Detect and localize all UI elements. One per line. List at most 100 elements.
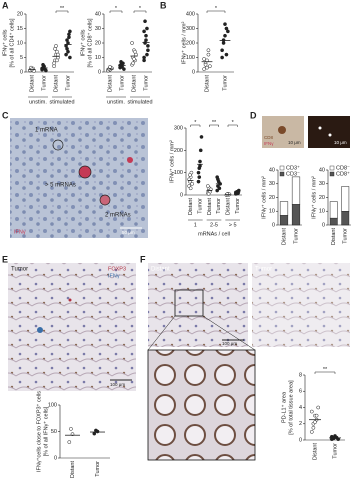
data-point — [225, 192, 230, 196]
x-tick-label: Distant — [225, 198, 231, 216]
data-point — [224, 26, 229, 31]
marker — [68, 298, 72, 302]
y-axis-label: IFNγ⁺ cells — [1, 29, 8, 56]
data-point — [92, 431, 97, 436]
panel-letter: A — [2, 0, 9, 10]
y-axis-label: IFNγ⁺ cells / mm² — [260, 176, 267, 219]
data-point — [133, 49, 137, 54]
significance-bracket — [133, 10, 147, 13]
bar-segment — [341, 186, 350, 212]
y-tick-label: 10 — [17, 40, 23, 46]
significance-label: ** — [212, 120, 217, 126]
legend-swatch — [279, 171, 285, 177]
data-point — [146, 44, 150, 48]
x-tick-label: Distant — [29, 75, 35, 93]
data-point — [67, 32, 71, 37]
bar-segment — [291, 204, 301, 226]
y-tick-label: 20 — [95, 40, 101, 46]
scale-label: 50 μm — [122, 230, 135, 235]
image-label: 2 mRNAs — [105, 213, 131, 219]
panel-letter: C — [2, 110, 9, 120]
y-tick-label: 10 — [95, 55, 101, 61]
y-axis-label: [% of total tissue area] — [288, 380, 294, 435]
micrograph — [252, 263, 350, 347]
x-tick-label: Distant — [53, 75, 59, 93]
significance-label: * — [232, 120, 235, 126]
y-tick-label: 20 — [319, 195, 325, 201]
y-tick-label: 30 — [269, 181, 275, 187]
image-title: Tumor — [255, 267, 272, 273]
group-label: 2-5 — [210, 222, 218, 228]
x-tick-label: Distant — [207, 198, 213, 216]
stain-label: IFNγ — [14, 229, 26, 235]
significance-bracket — [206, 10, 226, 13]
group-label: > 5 — [229, 222, 237, 228]
y-tick-label: 40 — [95, 11, 101, 17]
x-tick-label: Tumor — [197, 198, 203, 214]
data-point — [56, 52, 60, 57]
image-title: Tumor — [11, 267, 28, 273]
group-label: unstim. — [29, 99, 47, 105]
data-point — [203, 62, 208, 67]
data-point — [95, 429, 100, 434]
y-tick-label: 30 — [319, 181, 325, 187]
legend-label: CD3⁻ — [286, 171, 300, 177]
y-tick-label: 50 — [51, 429, 57, 435]
data-point — [198, 159, 202, 164]
y-tick-label: 0 — [98, 69, 101, 75]
significance-bracket — [227, 124, 238, 127]
data-point — [196, 179, 201, 184]
data-point — [311, 425, 316, 430]
data-point — [196, 170, 201, 175]
data-point — [309, 430, 314, 434]
y-axis-label: [% of all CD8⁺ cells] — [86, 18, 93, 68]
x-tick-label: Tumor — [41, 75, 47, 91]
micrograph — [147, 349, 256, 461]
x-tick-label: Tumor — [65, 75, 71, 91]
bar-segment — [291, 176, 301, 205]
x-tick-label: Distant — [331, 228, 337, 246]
legend-swatch — [279, 165, 285, 171]
micrograph — [10, 118, 148, 238]
significance-label: ** — [60, 6, 65, 12]
x-axis-label: mRNAs / cell — [198, 231, 230, 237]
zoom-line — [202, 315, 256, 351]
data-point — [206, 48, 211, 53]
scale-label: 100 μm — [222, 341, 237, 346]
legend-label: CD8⁺ — [336, 170, 350, 177]
significance-bracket — [314, 371, 336, 374]
data-point — [52, 61, 56, 66]
y-tick-label: 0 — [54, 455, 57, 461]
data-point — [64, 52, 68, 57]
legend-label: CD3⁺ — [286, 164, 300, 171]
scale-label: 100 μm — [110, 382, 125, 387]
significance-bracket — [109, 10, 123, 13]
group-label: stimulated — [127, 99, 152, 105]
data-point — [223, 22, 227, 26]
bar-segment — [341, 211, 350, 226]
y-tick-label: 15 — [17, 26, 23, 32]
image-title: Distant — [151, 267, 170, 273]
data-point — [142, 29, 146, 34]
y-tick-label: 20 — [17, 11, 23, 17]
y-tick-label: 10 — [269, 209, 275, 215]
x-tick-label: Tumor — [293, 228, 299, 244]
data-point — [67, 440, 72, 444]
data-point — [208, 64, 212, 69]
legend-swatch — [329, 165, 335, 171]
x-tick-label: Distant — [312, 443, 318, 461]
data-point — [202, 57, 206, 61]
data-point — [216, 177, 220, 182]
y-tick-label: 0 — [272, 222, 275, 228]
data-point — [223, 33, 227, 38]
data-point — [108, 65, 112, 69]
legend-swatch — [329, 171, 335, 177]
x-tick-label: Tumor — [222, 75, 228, 91]
x-tick-label: Tumor — [143, 75, 149, 91]
data-point — [199, 135, 204, 139]
x-tick-label: Tumor — [95, 461, 101, 477]
data-point — [146, 48, 150, 53]
marker — [99, 194, 111, 206]
bar-segment — [329, 201, 338, 219]
